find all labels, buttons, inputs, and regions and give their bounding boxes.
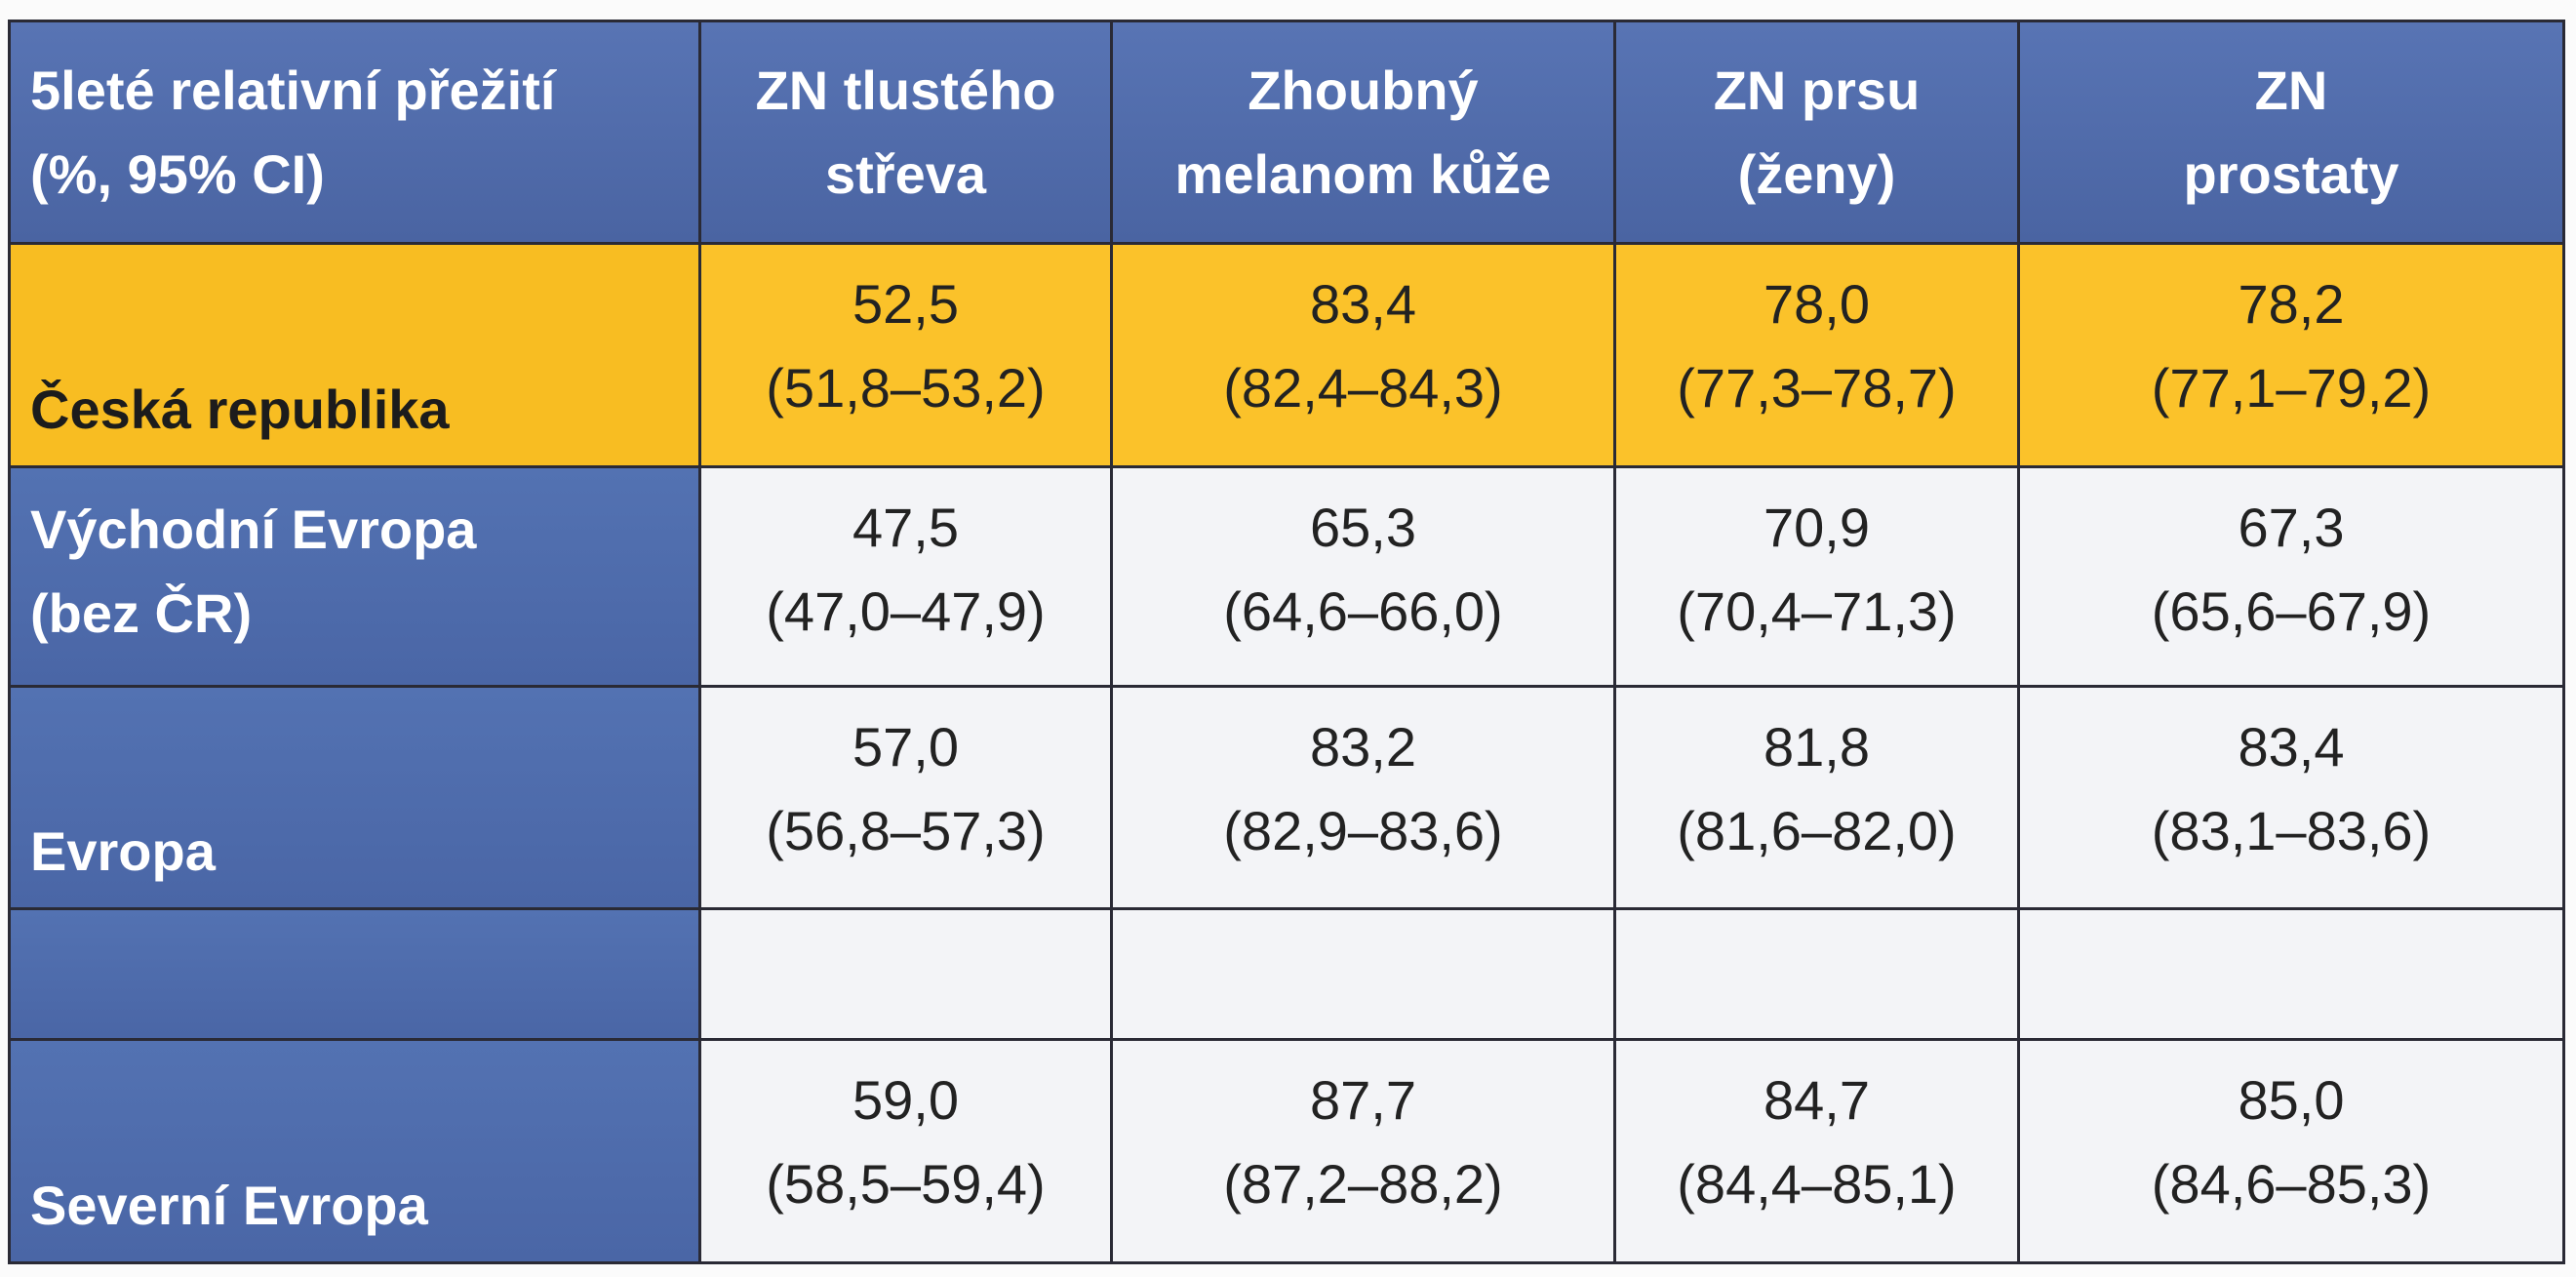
cell-text: (84,4–85,1) bbox=[1677, 1153, 1957, 1215]
cell-text: Východní Evropa bbox=[30, 499, 477, 560]
row-label: Severní Evropa bbox=[8, 1038, 701, 1264]
value-cell: 83,2 (82,9–83,6) bbox=[1110, 685, 1616, 910]
header-cell: ZN tlustého střeva bbox=[698, 20, 1113, 245]
cell-text: (81,6–82,0) bbox=[1677, 800, 1957, 861]
cell-text: 70,9 bbox=[1764, 497, 1870, 558]
value-cell: 83,4 (83,1–83,6) bbox=[2017, 685, 2565, 910]
cell-text: 59,0 bbox=[852, 1069, 959, 1131]
value-cell: 84,7 (84,4–85,1) bbox=[1613, 1038, 2020, 1264]
value-cell: 47,5 (47,0–47,9) bbox=[698, 465, 1113, 688]
cell-text: Evropa bbox=[30, 820, 216, 882]
cell-text: 83,2 bbox=[1310, 716, 1416, 778]
row-label: Evropa bbox=[8, 685, 701, 910]
value-cell: 78,0 (77,3–78,7) bbox=[1613, 242, 2020, 468]
cell-text: Zhoubný bbox=[1248, 59, 1479, 121]
value-cell-empty bbox=[1110, 907, 1616, 1041]
value-cell: 52,5 (51,8–53,2) bbox=[698, 242, 1113, 468]
value-cell: 70,9 (70,4–71,3) bbox=[1613, 465, 2020, 688]
cell-text: (51,8–53,2) bbox=[766, 357, 1046, 419]
cell-text: Severní Evropa bbox=[30, 1175, 428, 1236]
cell-text: 87,7 bbox=[1310, 1069, 1416, 1131]
cell-text: (77,3–78,7) bbox=[1677, 357, 1957, 419]
cell-text: 67,3 bbox=[2238, 497, 2345, 558]
cell-text: (84,6–85,3) bbox=[2151, 1153, 2432, 1215]
cell-text: (70,4–71,3) bbox=[1677, 580, 1957, 642]
value-cell: 87,7 (87,2–88,2) bbox=[1110, 1038, 1616, 1264]
cell-text: ZN tlustého bbox=[755, 59, 1056, 121]
cell-text: 81,8 bbox=[1764, 716, 1870, 778]
cell-text: Česká republika bbox=[30, 379, 450, 440]
value-cell: 67,3 (65,6–67,9) bbox=[2017, 465, 2565, 688]
cell-text: ZN bbox=[2254, 59, 2328, 121]
cell-text: (bez ČR) bbox=[30, 582, 253, 644]
value-cell: 78,2 (77,1–79,2) bbox=[2017, 242, 2565, 468]
header-cell: ZN prostaty bbox=[2017, 20, 2565, 245]
cell-text: (82,4–84,3) bbox=[1223, 357, 1503, 419]
cell-text: 78,0 bbox=[1764, 273, 1870, 335]
cell-text: 52,5 bbox=[852, 273, 959, 335]
row-label-empty bbox=[8, 907, 701, 1041]
cell-text: 84,7 bbox=[1764, 1069, 1870, 1131]
cell-text: (56,8–57,3) bbox=[766, 800, 1046, 861]
cell-text: prostaty bbox=[2183, 142, 2399, 205]
value-cell: 65,3 (64,6–66,0) bbox=[1110, 465, 1616, 688]
row-label: Česká republika bbox=[8, 242, 701, 468]
cell-text: ZN prsu bbox=[1713, 59, 1921, 121]
row-label: Východní Evropa (bez ČR) bbox=[8, 465, 701, 688]
cell-text: střeva bbox=[824, 142, 987, 205]
cell-text: (77,1–79,2) bbox=[2151, 357, 2432, 419]
cell-text: (58,5–59,4) bbox=[766, 1153, 1046, 1215]
cell-text: 65,3 bbox=[1310, 497, 1416, 558]
cell-text: (83,1–83,6) bbox=[2151, 800, 2432, 861]
value-cell: 59,0 (58,5–59,4) bbox=[698, 1038, 1113, 1264]
cell-text: 83,4 bbox=[2238, 716, 2345, 778]
value-cell: 57,0 (56,8–57,3) bbox=[698, 685, 1113, 910]
cell-text: 83,4 bbox=[1310, 273, 1416, 335]
cell-text: 85,0 bbox=[2238, 1069, 2345, 1131]
cell-text: (87,2–88,2) bbox=[1223, 1153, 1503, 1215]
header-cell: 5leté relativní přežití (%, 95% CI) bbox=[8, 20, 701, 245]
cell-text: (82,9–83,6) bbox=[1223, 800, 1503, 861]
cell-text: (64,6–66,0) bbox=[1223, 580, 1503, 642]
header-cell: Zhoubný melanom kůže bbox=[1110, 20, 1616, 245]
cell-text: 5leté relativní přežití bbox=[30, 59, 556, 121]
cell-text: (65,6–67,9) bbox=[2151, 580, 2432, 642]
value-cell: 83,4 (82,4–84,3) bbox=[1110, 242, 1616, 468]
cell-text: (ženy) bbox=[1737, 142, 1896, 205]
cell-text: (%, 95% CI) bbox=[30, 142, 325, 205]
cell-text: melanom kůže bbox=[1174, 142, 1552, 205]
cell-text: 47,5 bbox=[852, 497, 959, 558]
value-cell-empty bbox=[1613, 907, 2020, 1041]
cell-text: 57,0 bbox=[852, 716, 959, 778]
cell-text: 78,2 bbox=[2238, 273, 2345, 335]
header-cell: ZN prsu (ženy) bbox=[1613, 20, 2020, 245]
value-cell: 81,8 (81,6–82,0) bbox=[1613, 685, 2020, 910]
cell-text: (47,0–47,9) bbox=[766, 580, 1046, 642]
value-cell-empty bbox=[698, 907, 1113, 1041]
value-cell: 85,0 (84,6–85,3) bbox=[2017, 1038, 2565, 1264]
value-cell-empty bbox=[2017, 907, 2565, 1041]
